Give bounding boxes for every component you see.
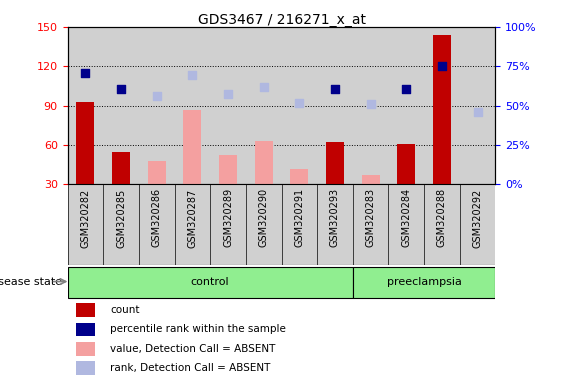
Bar: [68, 27, 103, 184]
Point: [224, 91, 233, 97]
Bar: [139, 184, 175, 265]
Text: count: count: [110, 305, 140, 315]
Text: preeclampsia: preeclampsia: [387, 276, 462, 286]
Text: GSM320290: GSM320290: [258, 189, 269, 247]
Bar: [424, 27, 460, 184]
Bar: [246, 27, 282, 184]
Bar: [103, 184, 139, 265]
Bar: [148, 161, 166, 184]
Bar: [433, 35, 451, 184]
Text: GSM320282: GSM320282: [81, 189, 91, 248]
Point: [473, 109, 482, 115]
Text: GSM320284: GSM320284: [401, 189, 412, 247]
Text: control: control: [191, 276, 230, 286]
Bar: [68, 184, 103, 265]
Text: GSM320293: GSM320293: [330, 189, 340, 247]
Bar: [317, 27, 353, 184]
Bar: [353, 267, 495, 298]
Point: [366, 101, 375, 108]
Point: [330, 86, 339, 92]
Bar: [353, 184, 388, 265]
Text: GSM320286: GSM320286: [151, 189, 162, 247]
Bar: [460, 27, 495, 184]
Bar: [254, 141, 272, 184]
Text: GSM320288: GSM320288: [437, 189, 447, 247]
Text: percentile rank within the sample: percentile rank within the sample: [110, 324, 286, 334]
Bar: [210, 27, 246, 184]
Bar: [388, 184, 424, 265]
Text: rank, Detection Call = ABSENT: rank, Detection Call = ABSENT: [110, 363, 271, 373]
Bar: [139, 27, 175, 184]
Point: [81, 70, 90, 76]
Point: [188, 72, 197, 78]
Text: GSM320287: GSM320287: [187, 189, 198, 248]
Bar: [424, 184, 460, 265]
Point: [437, 63, 446, 70]
Bar: [282, 184, 317, 265]
Point: [259, 84, 268, 90]
Bar: [219, 156, 237, 184]
Text: disease state: disease state: [0, 276, 62, 286]
Bar: [76, 361, 95, 375]
Bar: [68, 267, 353, 298]
Text: value, Detection Call = ABSENT: value, Detection Call = ABSENT: [110, 344, 276, 354]
Bar: [326, 142, 344, 184]
Bar: [103, 27, 139, 184]
Point: [117, 86, 126, 92]
Bar: [112, 152, 130, 184]
Point: [295, 100, 304, 106]
Point: [152, 93, 161, 99]
Bar: [246, 184, 282, 265]
Bar: [175, 184, 210, 265]
Bar: [76, 342, 95, 356]
Bar: [317, 184, 353, 265]
Bar: [388, 27, 424, 184]
Text: GSM320292: GSM320292: [472, 189, 482, 248]
Bar: [460, 184, 495, 265]
Bar: [291, 169, 309, 184]
Bar: [76, 303, 95, 317]
Bar: [184, 109, 202, 184]
Text: GSM320291: GSM320291: [294, 189, 305, 247]
Bar: [77, 102, 95, 184]
Bar: [175, 27, 210, 184]
Text: GSM320285: GSM320285: [116, 189, 126, 248]
Bar: [210, 184, 246, 265]
Bar: [361, 175, 379, 184]
Text: GSM320283: GSM320283: [365, 189, 376, 247]
Bar: [353, 27, 388, 184]
Point: [402, 86, 411, 92]
Bar: [397, 144, 415, 184]
Bar: [282, 27, 317, 184]
Text: GSM320289: GSM320289: [223, 189, 233, 247]
Bar: [76, 323, 95, 336]
Text: GDS3467 / 216271_x_at: GDS3467 / 216271_x_at: [198, 13, 365, 27]
